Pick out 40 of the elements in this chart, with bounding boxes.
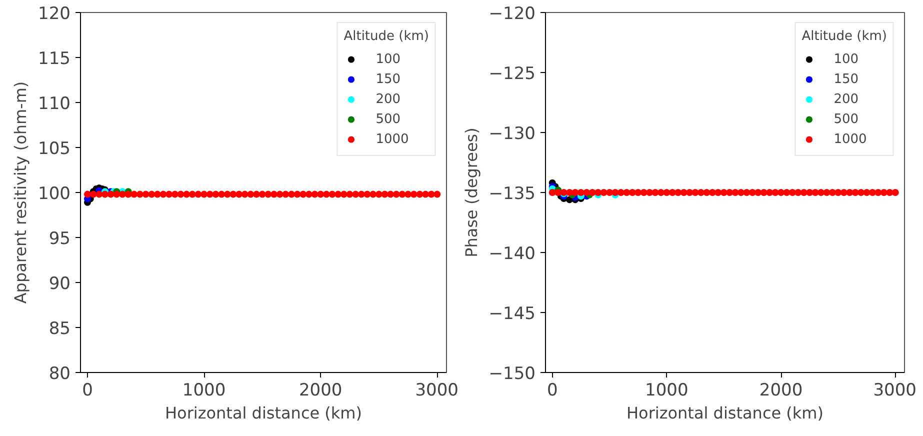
y-tick-label: 105: [38, 139, 71, 159]
y-tick-label: 80: [48, 364, 71, 384]
legend-label: 500: [376, 112, 401, 126]
y-tick-label: −125: [488, 64, 536, 84]
y-tick-label: 115: [38, 49, 71, 69]
y-tick-label: 90: [48, 274, 71, 294]
y-tick-label: −150: [488, 364, 536, 384]
legend-title: Altitude (km): [344, 29, 429, 44]
y-tick-label: −120: [488, 4, 536, 24]
legend-label: 150: [376, 72, 401, 86]
x-tick-label: 2000: [298, 380, 342, 400]
y-tick-label: 95: [48, 229, 71, 249]
x-tick-label: 3000: [415, 380, 458, 400]
y-tick-label: −140: [488, 244, 536, 264]
x-tick-label: 2000: [759, 380, 803, 400]
y-tick-label: 100: [38, 184, 71, 204]
y-tick-label: 110: [38, 94, 71, 114]
y-tick-label: −130: [488, 124, 536, 144]
x-tick-label: 3000: [873, 380, 916, 400]
x-tick-label: 0: [546, 380, 558, 400]
legend-label: 200: [834, 92, 859, 106]
x-axis-title: Horizontal distance (km): [165, 404, 362, 422]
y-tick-label: −145: [488, 304, 536, 324]
y-tick-label: −135: [488, 184, 536, 204]
y-axis-title: Apparent resitivity (ohm-m): [11, 81, 30, 304]
x-axis-title: Horizontal distance (km): [626, 404, 824, 422]
legend-title: Altitude (km): [802, 29, 887, 44]
legend-label: 100: [834, 52, 859, 66]
legend-label: 1000: [834, 132, 867, 146]
x-tick-label: 0: [82, 380, 93, 400]
legend-label: 200: [376, 92, 401, 106]
x-tick-label: 1000: [182, 380, 226, 400]
legend-label: 100: [376, 52, 401, 66]
x-tick-label: 1000: [645, 380, 688, 400]
legend-label: 500: [834, 112, 859, 126]
y-tick-label: 85: [48, 319, 71, 339]
legend-label: 1000: [376, 132, 409, 146]
legend-label: 150: [834, 72, 859, 86]
y-tick-label: 120: [38, 4, 71, 24]
y-axis-title: Phase (degrees): [462, 128, 481, 258]
